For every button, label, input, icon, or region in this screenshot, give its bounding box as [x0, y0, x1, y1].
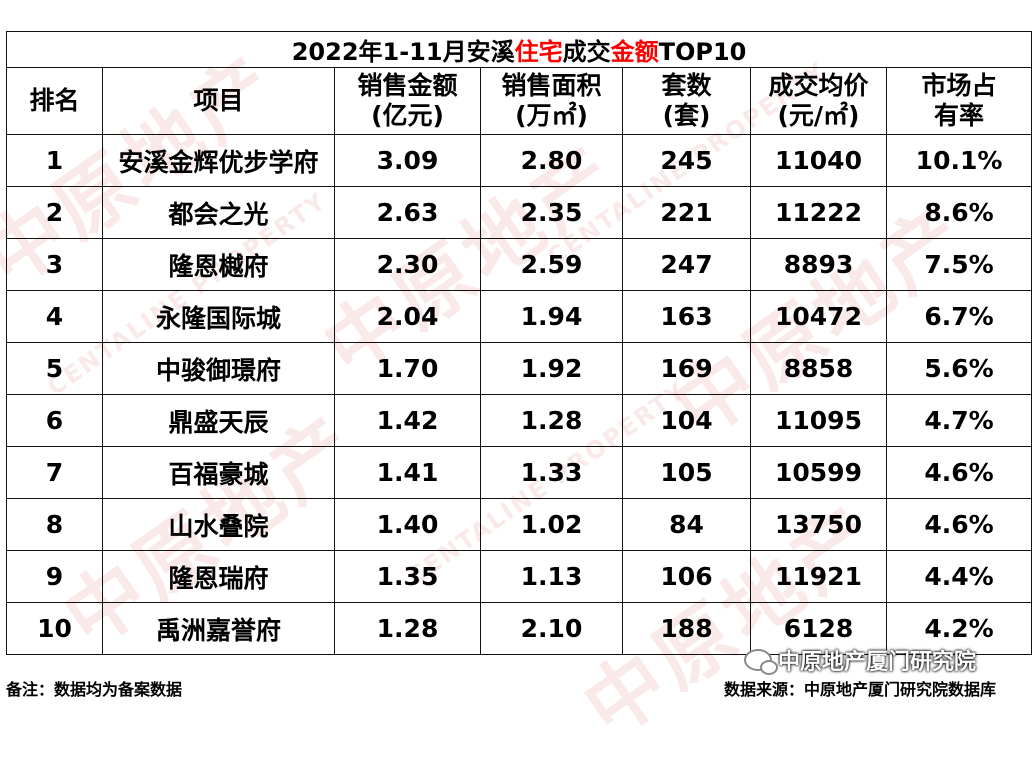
- table-row: 3 隆恩樾府 2.30 2.59 247 8893 7.5%: [6, 238, 1033, 291]
- wechat-icon: [744, 649, 778, 675]
- cell-rank: 4: [6, 290, 103, 343]
- cell-project: 隆恩瑞府: [102, 550, 335, 603]
- cell-amount: 2.63: [334, 186, 481, 239]
- cell-area: 1.33: [480, 446, 623, 499]
- footer-note: 备注：数据均为备案数据: [6, 680, 183, 699]
- cell-units: 163: [622, 290, 751, 343]
- cell-area: 1.92: [480, 342, 623, 395]
- cell-price: 11921: [750, 550, 887, 603]
- cell-units: 245: [622, 134, 751, 187]
- cell-price: 8858: [750, 342, 887, 395]
- header-share: 市场占 有率: [885, 67, 1033, 135]
- cell-price: 10599: [750, 446, 887, 499]
- wechat-badge: 中原地产厦门研究院: [744, 644, 976, 676]
- cell-share: 4.6%: [885, 498, 1033, 551]
- header-price: 成交均价 (元/㎡): [750, 67, 887, 135]
- header-units: 套数 (套): [622, 67, 751, 135]
- cell-price: 11095: [750, 394, 887, 447]
- cell-rank: 5: [6, 342, 103, 395]
- cell-share: 4.4%: [885, 550, 1033, 603]
- cell-amount: 1.35: [334, 550, 481, 603]
- cell-project: 安溪金辉优步学府: [102, 134, 335, 187]
- cell-price: 11222: [750, 186, 887, 239]
- cell-rank: 8: [6, 498, 103, 551]
- cell-area: 2.59: [480, 238, 623, 291]
- cell-units: 105: [622, 446, 751, 499]
- cell-amount: 2.04: [334, 290, 481, 343]
- cell-project: 山水叠院: [102, 498, 335, 551]
- cell-rank: 2: [6, 186, 103, 239]
- cell-area: 1.02: [480, 498, 623, 551]
- table-row: 2 都会之光 2.63 2.35 221 11222 8.6%: [6, 186, 1033, 239]
- table-row: 4 永隆国际城 2.04 1.94 163 10472 6.7%: [6, 290, 1033, 343]
- cell-area: 2.35: [480, 186, 623, 239]
- footer-source: 数据来源：中原地产厦门研究院数据库: [724, 680, 997, 699]
- cell-amount: 2.30: [334, 238, 481, 291]
- cell-project: 百福豪城: [102, 446, 335, 499]
- cell-amount: 1.42: [334, 394, 481, 447]
- cell-area: 1.94: [480, 290, 623, 343]
- cell-share: 8.6%: [885, 186, 1033, 239]
- cell-units: 169: [622, 342, 751, 395]
- cell-amount: 1.40: [334, 498, 481, 551]
- table-row: 6 鼎盛天辰 1.42 1.28 104 11095 4.7%: [6, 394, 1033, 447]
- cell-share: 10.1%: [885, 134, 1033, 187]
- badge-text: 中原地产厦门研究院: [778, 650, 977, 675]
- cell-price: 6128: [750, 602, 887, 655]
- cell-project: 隆恩樾府: [102, 238, 335, 291]
- cell-area: 1.28: [480, 394, 623, 447]
- cell-units: 104: [622, 394, 751, 447]
- cell-amount: 1.28: [334, 602, 481, 655]
- cell-units: 247: [622, 238, 751, 291]
- table-title: 2022年1-11月安溪住宅成交金额TOP10: [5, 31, 1033, 68]
- cell-rank: 9: [6, 550, 103, 603]
- cell-share: 5.6%: [885, 342, 1033, 395]
- cell-rank: 10: [6, 602, 103, 655]
- table-row: 10 禹洲嘉誉府 1.28 2.10 188 6128 4.2%: [6, 602, 1033, 655]
- cell-rank: 6: [6, 394, 103, 447]
- cell-area: 1.13: [480, 550, 623, 603]
- header-area: 销售面积 (万㎡): [480, 67, 623, 135]
- cell-rank: 3: [6, 238, 103, 291]
- footer: 备注：数据均为备案数据 数据来源：中原地产厦门研究院数据库: [0, 670, 1035, 700]
- cell-share: 4.6%: [885, 446, 1033, 499]
- header-project: 项目: [102, 67, 335, 135]
- table-row: 8 山水叠院 1.40 1.02 84 13750 4.6%: [6, 498, 1033, 551]
- cell-price: 8893: [750, 238, 887, 291]
- top10-table: 2022年1-11月安溪住宅成交金额TOP10 排名 项目 销售金额 (亿元) 销…: [5, 31, 1033, 655]
- cell-project: 中骏御璟府: [102, 342, 335, 395]
- cell-project: 永隆国际城: [102, 290, 335, 343]
- cell-project: 禹洲嘉誉府: [102, 602, 335, 655]
- header-rank: 排名: [6, 67, 103, 135]
- cell-units: 188: [622, 602, 751, 655]
- cell-price: 11040: [750, 134, 887, 187]
- table-row: 7 百福豪城 1.41 1.33 105 10599 4.6%: [6, 446, 1033, 499]
- table-row: 1 安溪金辉优步学府 3.09 2.80 245 11040 10.1%: [6, 134, 1033, 187]
- cell-amount: 3.09: [334, 134, 481, 187]
- cell-amount: 1.41: [334, 446, 481, 499]
- cell-rank: 1: [6, 134, 103, 187]
- header-amount: 销售金额 (亿元): [334, 67, 481, 135]
- cell-price: 13750: [750, 498, 887, 551]
- cell-area: 2.10: [480, 602, 623, 655]
- cell-price: 10472: [750, 290, 887, 343]
- cell-share: 6.7%: [885, 290, 1033, 343]
- cell-rank: 7: [6, 446, 103, 499]
- cell-units: 221: [622, 186, 751, 239]
- cell-area: 2.80: [480, 134, 623, 187]
- cell-project: 都会之光: [102, 186, 335, 239]
- cell-share: 7.5%: [885, 238, 1033, 291]
- cell-amount: 1.70: [334, 342, 481, 395]
- cell-share: 4.2%: [885, 602, 1033, 655]
- cell-units: 84: [622, 498, 751, 551]
- cell-units: 106: [622, 550, 751, 603]
- cell-project: 鼎盛天辰: [102, 394, 335, 447]
- header-row: 排名 项目 销售金额 (亿元) 销售面积 (万㎡) 套数 (套) 成交均价 (元/㎡) …: [6, 67, 1033, 135]
- table-row: 5 中骏御璟府 1.70 1.92 169 8858 5.6%: [6, 342, 1033, 395]
- cell-share: 4.7%: [885, 394, 1033, 447]
- table-row: 9 隆恩瑞府 1.35 1.13 106 11921 4.4%: [6, 550, 1033, 603]
